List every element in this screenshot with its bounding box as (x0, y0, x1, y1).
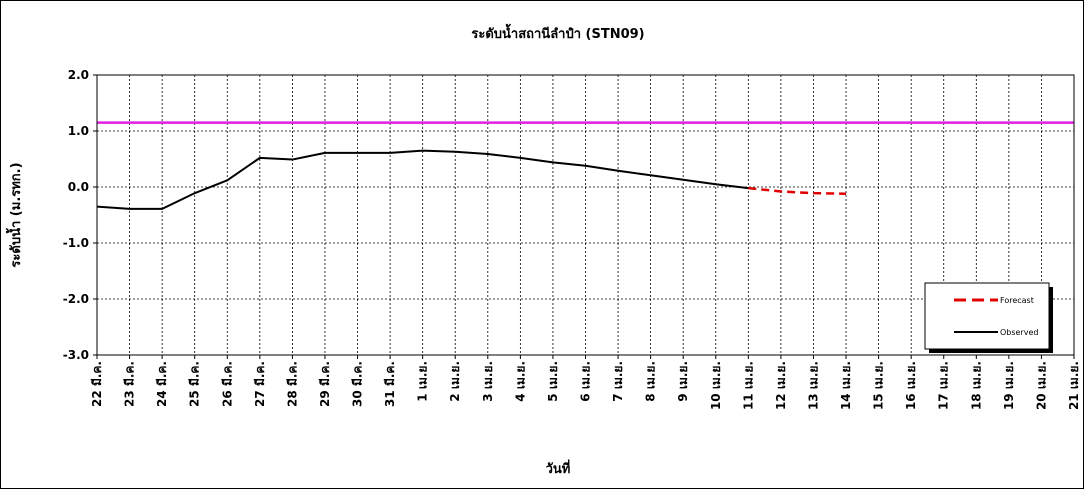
x-tick-label: 3 เม.ย. (481, 361, 495, 402)
x-tick-label: 9 เม.ย. (676, 361, 690, 402)
x-tick-label: 24 มี.ค. (155, 361, 169, 407)
x-tick-label: 17 เม.ย. (937, 361, 951, 410)
y-tick-label: 1.0 (68, 124, 89, 138)
y-tick-label: 2.0 (68, 68, 89, 82)
x-tick-label: 12 เม.ย. (774, 361, 788, 410)
x-tick-label: 28 มี.ค. (285, 361, 299, 407)
legend: Forecast Observed (924, 282, 1053, 353)
x-tick-label: 22 มี.ค. (90, 361, 104, 407)
x-tick-label: 1 เม.ย. (416, 361, 430, 402)
x-tick-label: 2 เม.ย. (448, 361, 462, 402)
x-axis-label: วันที่ (546, 459, 571, 477)
x-tick-label: 14 เม.ย. (839, 361, 853, 410)
x-tick-label: 27 มี.ค. (253, 361, 267, 407)
x-tick-label: 15 เม.ย. (872, 361, 886, 410)
x-tick-label: 31 มี.ค. (383, 361, 397, 407)
x-tick-label: 11 เม.ย. (741, 361, 755, 410)
x-tick-label: 8 เม.ย. (644, 361, 658, 402)
chart-title: ระดับน้ำสถานีลำปำ (STN09) (471, 23, 644, 42)
y-tick-label: -3.0 (63, 348, 89, 362)
x-tick-label: 16 เม.ย. (904, 361, 918, 410)
series-layer (96, 149, 847, 210)
x-tick-label: 19 เม.ย. (1002, 361, 1016, 410)
x-tick-label: 29 มี.ค. (318, 361, 332, 407)
x-tick-label: 26 มี.ค. (220, 361, 234, 407)
grid (97, 75, 1074, 355)
x-tick-label: 6 เม.ย. (579, 361, 593, 402)
legend-label-forecast: Forecast (1000, 296, 1034, 305)
y-tick-label: 0.0 (68, 180, 89, 194)
x-tick-label: 13 เม.ย. (806, 361, 820, 410)
y-axis-ticks: 2.0 1.0 0.0 -1.0 -2.0 -3.0 (63, 68, 97, 362)
x-tick-label: 5 เม.ย. (546, 361, 560, 402)
x-tick-label: 7 เม.ย. (611, 361, 625, 402)
legend-label-observed: Observed (1000, 328, 1039, 337)
series-line-forecast (748, 186, 847, 195)
x-tick-label: 30 มี.ค. (351, 361, 365, 407)
x-axis-ticks: 22 มี.ค. 23 มี.ค. 24 มี.ค. 25 มี.ค. 26 มี.ค.… (90, 355, 1081, 410)
x-tick-label: 20 เม.ย. (1034, 361, 1048, 410)
x-tick-label: 18 เม.ย. (969, 361, 983, 410)
x-tick-label: 23 มี.ค. (123, 361, 137, 407)
x-tick-label: 4 เม.ย. (513, 361, 527, 402)
x-tick-label: 21 เม.ย. (1067, 361, 1081, 410)
y-axis-label: ระดับน้ำ (ม.รทก.) (5, 162, 24, 267)
x-tick-label: 10 เม.ย. (709, 361, 723, 410)
series-line-observed (96, 149, 749, 210)
y-tick-label: -1.0 (63, 236, 89, 250)
y-tick-label: -2.0 (63, 292, 89, 306)
x-tick-label: 25 มี.ค. (188, 361, 202, 407)
legend-box (924, 282, 1050, 350)
